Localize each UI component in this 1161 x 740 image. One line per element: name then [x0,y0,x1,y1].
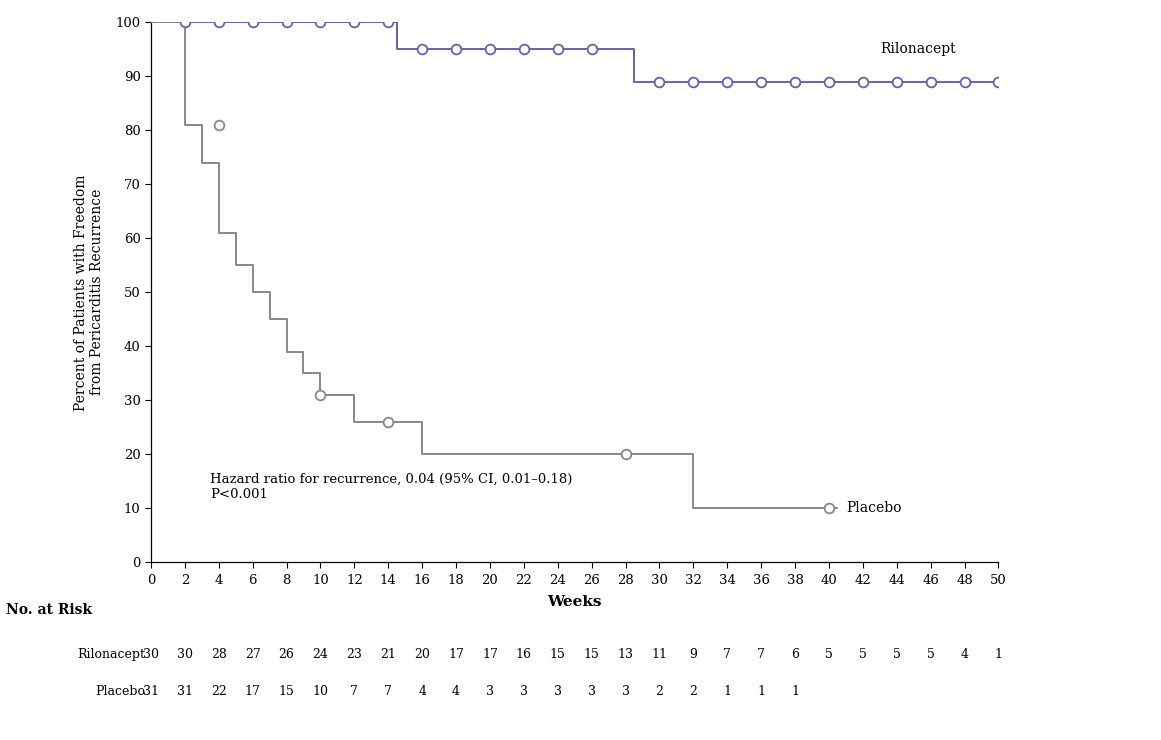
Text: 5: 5 [893,648,901,662]
Text: 27: 27 [245,648,260,662]
Text: 31: 31 [176,685,193,699]
Text: 1: 1 [791,685,799,699]
Text: 4: 4 [452,685,460,699]
Text: 6: 6 [791,648,799,662]
Text: 1: 1 [723,685,731,699]
Text: 15: 15 [584,648,599,662]
Text: 11: 11 [651,648,668,662]
Text: No. at Risk: No. at Risk [6,604,92,617]
Text: 5: 5 [825,648,832,662]
Text: 5: 5 [926,648,935,662]
Text: 13: 13 [618,648,634,662]
Text: 3: 3 [587,685,596,699]
Text: 3: 3 [520,685,528,699]
Text: 1: 1 [995,648,1002,662]
Y-axis label: Percent of Patients with Freedom
from Pericarditis Recurrence: Percent of Patients with Freedom from Pe… [74,174,104,411]
X-axis label: Weeks: Weeks [548,595,601,609]
Text: 5: 5 [859,648,867,662]
Text: 17: 17 [482,648,498,662]
Text: 3: 3 [554,685,562,699]
Text: 23: 23 [346,648,362,662]
Text: 7: 7 [384,685,392,699]
Text: 2: 2 [656,685,663,699]
Text: 3: 3 [486,685,493,699]
Text: 30: 30 [143,648,159,662]
Text: 4: 4 [960,648,968,662]
Text: 10: 10 [312,685,329,699]
Text: 9: 9 [690,648,698,662]
Text: 24: 24 [312,648,329,662]
Text: 2: 2 [690,685,698,699]
Text: 28: 28 [211,648,226,662]
Text: Rilonacept: Rilonacept [880,42,956,56]
Text: 7: 7 [757,648,765,662]
Text: 4: 4 [418,685,426,699]
Text: 17: 17 [448,648,464,662]
Text: 20: 20 [414,648,430,662]
Text: 21: 21 [381,648,396,662]
Text: 26: 26 [279,648,295,662]
Text: 30: 30 [176,648,193,662]
Text: 15: 15 [550,648,565,662]
Text: 22: 22 [211,685,226,699]
Text: Hazard ratio for recurrence, 0.04 (95% CI, 0.01–0.18)
P<0.001: Hazard ratio for recurrence, 0.04 (95% C… [210,473,572,501]
Text: 7: 7 [723,648,731,662]
Text: Placebo: Placebo [846,502,901,515]
Text: Rilonacept: Rilonacept [77,648,145,662]
Text: 7: 7 [351,685,359,699]
Text: 31: 31 [143,685,159,699]
Text: 16: 16 [515,648,532,662]
Text: 1: 1 [757,685,765,699]
Text: Placebo: Placebo [95,685,145,699]
Text: 15: 15 [279,685,295,699]
Text: 17: 17 [245,685,260,699]
Text: 3: 3 [621,685,629,699]
